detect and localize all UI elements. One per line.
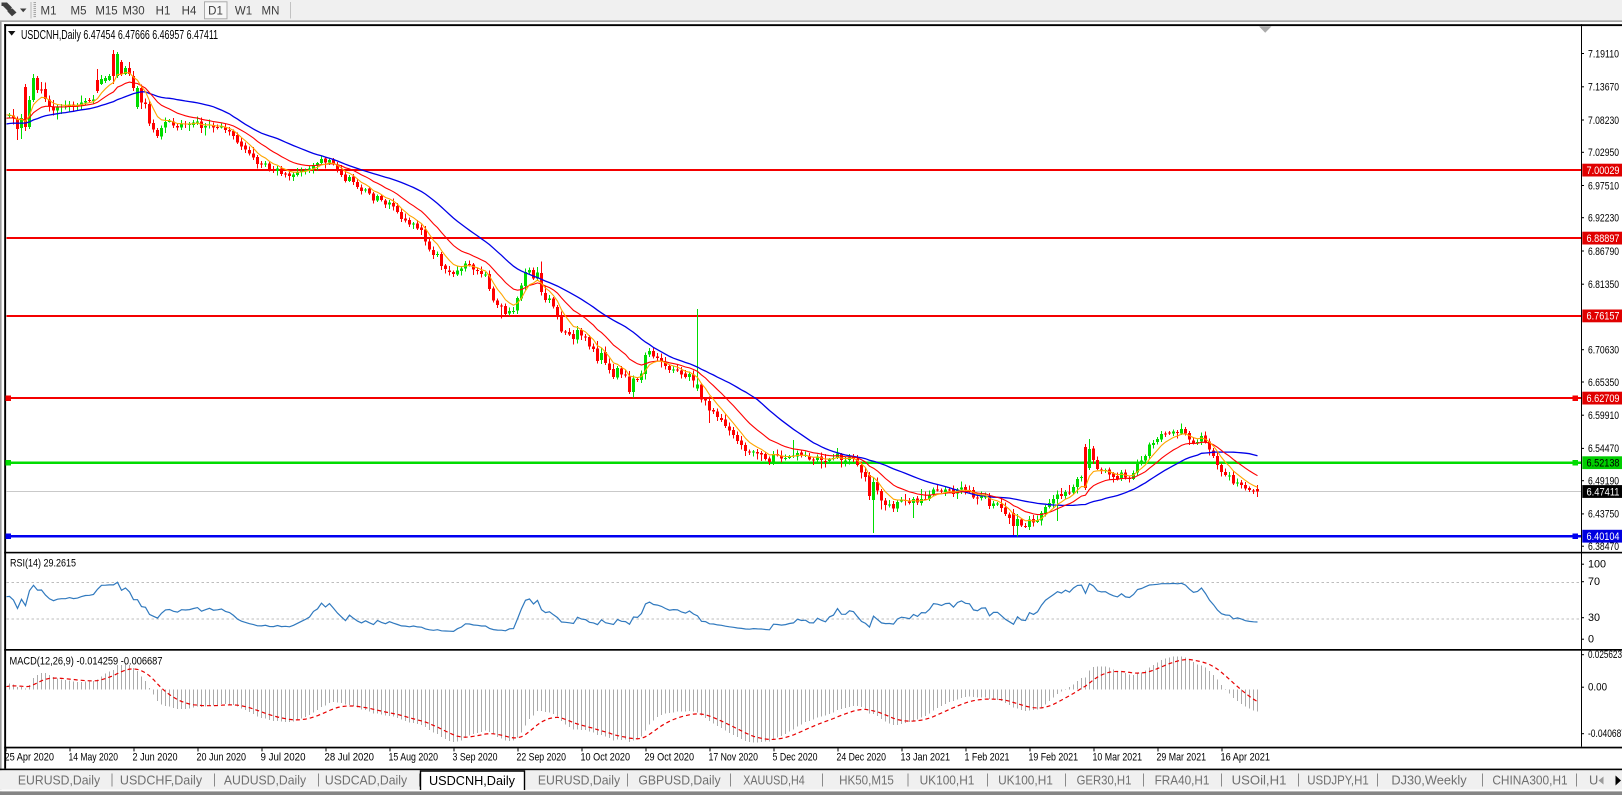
- svg-text:UK100,H1: UK100,H1: [998, 773, 1053, 788]
- svg-text:6.52138: 6.52138: [1587, 458, 1620, 470]
- svg-text:RSI(14) 29.2615: RSI(14) 29.2615: [10, 558, 76, 570]
- svg-text:USOil,H1: USOil,H1: [1232, 773, 1287, 788]
- svg-text:6.62709: 6.62709: [1587, 393, 1620, 405]
- svg-text:5 Dec 2020: 5 Dec 2020: [773, 752, 818, 764]
- svg-text:17 Nov 2020: 17 Nov 2020: [709, 752, 759, 764]
- svg-text:W1: W1: [235, 5, 252, 17]
- svg-text:USDCAD,Daily: USDCAD,Daily: [325, 773, 408, 788]
- svg-text:2 Jun 2020: 2 Jun 2020: [133, 752, 178, 764]
- svg-text:25 Apr 2020: 25 Apr 2020: [5, 752, 55, 764]
- svg-text:UK100,H1: UK100,H1: [920, 773, 975, 788]
- svg-text:-0.040687: -0.040687: [1588, 728, 1622, 740]
- svg-text:6.88897: 6.88897: [1587, 233, 1620, 245]
- svg-text:6.92230: 6.92230: [1588, 213, 1619, 225]
- svg-text:FRA40,H1: FRA40,H1: [1155, 773, 1210, 788]
- svg-text:6.47411: 6.47411: [1587, 486, 1620, 498]
- svg-text:6.43750: 6.43750: [1588, 509, 1619, 521]
- svg-text:U: U: [1589, 773, 1598, 788]
- svg-text:7.02950: 7.02950: [1588, 147, 1619, 159]
- svg-text:100: 100: [1588, 559, 1606, 571]
- svg-text:M1: M1: [41, 5, 57, 17]
- svg-text:70: 70: [1588, 576, 1600, 588]
- svg-text:6.65350: 6.65350: [1588, 377, 1619, 389]
- svg-text:GER30,H1: GER30,H1: [1077, 773, 1132, 788]
- svg-text:6.49190: 6.49190: [1588, 476, 1619, 488]
- svg-text:15 Aug 2020: 15 Aug 2020: [389, 752, 439, 764]
- svg-text:7.00029: 7.00029: [1587, 165, 1620, 177]
- svg-text:0: 0: [1588, 634, 1594, 646]
- svg-text:0.025623: 0.025623: [1588, 649, 1622, 661]
- svg-text:14 May 2020: 14 May 2020: [69, 752, 119, 764]
- svg-text:29 Mar 2021: 29 Mar 2021: [1157, 752, 1207, 764]
- svg-text:XAUUSD,H4: XAUUSD,H4: [743, 773, 805, 788]
- svg-text:DJ30,Weekly: DJ30,Weekly: [1391, 773, 1467, 788]
- svg-text:6.86790: 6.86790: [1588, 246, 1619, 258]
- svg-text:6.59910: 6.59910: [1588, 410, 1619, 422]
- svg-text:H4: H4: [182, 5, 197, 17]
- svg-text:6.70630: 6.70630: [1588, 345, 1619, 357]
- svg-text:M30: M30: [122, 5, 144, 17]
- svg-text:GBPUSD,Daily: GBPUSD,Daily: [638, 773, 721, 788]
- svg-text:EURUSD,Daily: EURUSD,Daily: [538, 773, 621, 788]
- svg-text:10 Oct 2020: 10 Oct 2020: [581, 752, 631, 764]
- svg-text:6.54470: 6.54470: [1588, 443, 1619, 455]
- svg-text:USDCNH,Daily 6.47454 6.47666: USDCNH,Daily 6.47454 6.47666 6.46957 6.4…: [21, 28, 218, 42]
- svg-text:M5: M5: [71, 5, 87, 17]
- svg-text:29 Oct 2020: 29 Oct 2020: [645, 752, 695, 764]
- svg-text:1 Feb 2021: 1 Feb 2021: [965, 752, 1010, 764]
- svg-text:9 Jul 2020: 9 Jul 2020: [261, 752, 306, 764]
- svg-text:M15: M15: [95, 5, 117, 17]
- svg-text:7.08230: 7.08230: [1588, 115, 1619, 127]
- svg-text:28 Jul 2020: 28 Jul 2020: [325, 752, 375, 764]
- svg-text:D1: D1: [208, 5, 223, 17]
- svg-text:6.40104: 6.40104: [1587, 531, 1620, 543]
- svg-text:MN: MN: [262, 5, 280, 17]
- svg-text:HK50,M15: HK50,M15: [839, 773, 894, 788]
- svg-text:6.97510: 6.97510: [1588, 180, 1619, 192]
- svg-text:6.76157: 6.76157: [1587, 311, 1620, 323]
- svg-text:22 Sep 2020: 22 Sep 2020: [517, 752, 567, 764]
- svg-text:USDCNH,Daily: USDCNH,Daily: [429, 773, 516, 788]
- svg-text:6.38470: 6.38470: [1588, 541, 1619, 553]
- svg-text:EURUSD,Daily: EURUSD,Daily: [18, 773, 101, 788]
- svg-text:19 Feb 2021: 19 Feb 2021: [1029, 752, 1079, 764]
- svg-text:10 Mar 2021: 10 Mar 2021: [1093, 752, 1143, 764]
- svg-text:20 Jun 2020: 20 Jun 2020: [197, 752, 247, 764]
- svg-text:H1: H1: [156, 5, 171, 17]
- svg-text:30: 30: [1588, 612, 1600, 624]
- svg-text:13 Jan 2021: 13 Jan 2021: [901, 752, 951, 764]
- svg-text:7.13670: 7.13670: [1588, 82, 1619, 94]
- svg-text:MACD(12,26,9) -0.014259 -0.006: MACD(12,26,9) -0.014259 -0.006687: [10, 656, 163, 668]
- svg-text:USDCHF,Daily: USDCHF,Daily: [120, 773, 203, 788]
- svg-text:AUDUSD,Daily: AUDUSD,Daily: [224, 773, 307, 788]
- svg-text:24 Dec 2020: 24 Dec 2020: [837, 752, 887, 764]
- svg-text:0.00: 0.00: [1588, 682, 1607, 694]
- svg-text:6.81350: 6.81350: [1588, 279, 1619, 291]
- svg-text:16 Apr 2021: 16 Apr 2021: [1221, 752, 1271, 764]
- svg-text:3 Sep 2020: 3 Sep 2020: [453, 752, 498, 764]
- svg-text:7.19110: 7.19110: [1588, 48, 1619, 60]
- svg-text:USDJPY,H1: USDJPY,H1: [1307, 773, 1369, 788]
- svg-text:CHINA300,H1: CHINA300,H1: [1492, 773, 1567, 788]
